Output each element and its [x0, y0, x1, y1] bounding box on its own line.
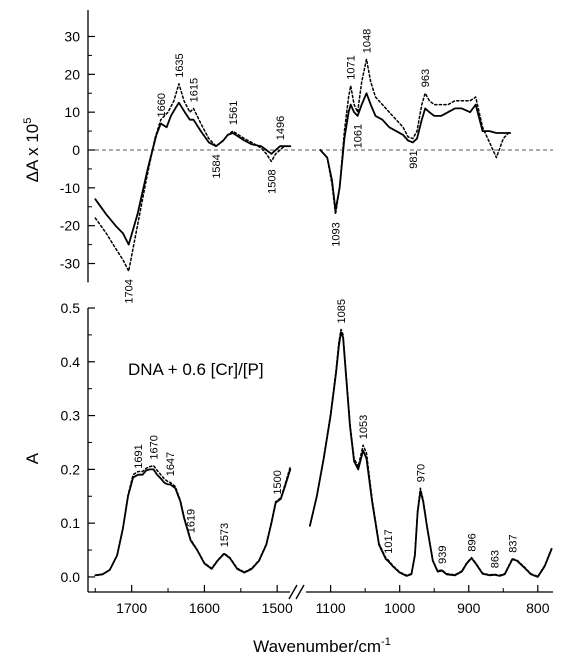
x-tick-label: 1600 [189, 600, 220, 616]
bottom-y-tick-label: 0.5 [61, 300, 81, 316]
series-dotted-line-segment-1 [319, 58, 511, 216]
series-solid-line-segment-1 [319, 92, 512, 212]
peak-label: 1704 [124, 279, 136, 303]
top-y-tick-label: 10 [64, 104, 80, 120]
peak-label: 1670 [149, 435, 161, 459]
peak-label: 1093 [331, 222, 343, 246]
bottom-y-tick-label: 0.0 [61, 569, 81, 585]
x-axis-title-text: Wavenumber/cm [253, 637, 381, 656]
peak-label: 1053 [358, 415, 370, 439]
peak-label: 1496 [275, 116, 287, 140]
peak-label: 1085 [336, 299, 348, 323]
bottom-y-tick-label: 0.1 [61, 515, 81, 531]
peak-label: 963 [420, 69, 432, 87]
series-dotted-line-segment-0 [94, 83, 292, 272]
top-y-axis-title-exponent: 5 [22, 118, 34, 124]
x-tick-label: 1500 [262, 600, 293, 616]
x-tick-label: 900 [457, 600, 481, 616]
peak-label: 1619 [186, 509, 198, 533]
absorbance-spectrum-panel: 1691 1670 1647 1619 1573 1500 1085 1053 1017 970 9… [94, 299, 553, 578]
peak-label: 896 [467, 533, 479, 551]
axis-break-mark [295, 584, 305, 600]
x-tick-label: 800 [526, 600, 550, 616]
peak-label: 970 [415, 464, 427, 482]
peak-label: 1584 [211, 154, 223, 178]
axes-frame: -30 -20 -10 0 10 20 30 ΔA x 105 0.0 0.1 0.2 0.3 0.4 0… [22, 10, 553, 656]
series-solid-line-segment-0 [94, 101, 292, 246]
peak-label: 1573 [219, 523, 231, 547]
peak-label: 1635 [174, 53, 186, 77]
x-axis-title-exponent: -1 [381, 636, 391, 648]
bottom-y-tick-label: 0.3 [61, 408, 81, 424]
top-y-tick-label: 0 [72, 142, 80, 158]
peak-label: 1615 [189, 78, 201, 102]
x-axis-title: Wavenumber/cm-1 [253, 636, 391, 656]
bottom-y-axis-title: A [23, 452, 42, 464]
top-y-tick-label: -30 [60, 256, 80, 272]
bottom-y-tick-label: 0.4 [61, 354, 81, 370]
peak-label: 1061 [353, 124, 365, 148]
peak-label: 939 [437, 546, 449, 564]
peak-label: 1660 [156, 93, 168, 117]
x-tick-label: 1700 [116, 600, 147, 616]
peak-label: 1647 [165, 452, 177, 476]
axis-break-mark [288, 584, 298, 600]
peak-label: 1691 [133, 444, 145, 468]
bottom-y-tick-label: 0.2 [61, 461, 81, 477]
series-dotted-line-segment-0 [94, 464, 292, 577]
x-tick-label: 1100 [316, 600, 346, 616]
x-tick-label: 1000 [384, 600, 415, 616]
peak-label: 981 [408, 150, 420, 168]
top-y-tick-label: -10 [60, 180, 80, 196]
peak-label: 1017 [383, 529, 395, 553]
peak-label: 1048 [362, 29, 374, 53]
peak-label: 837 [507, 534, 519, 552]
series-dotted-line-segment-1 [309, 328, 553, 578]
sample-annotation: DNA + 0.6 [Cr]/[P] [128, 360, 264, 379]
top-y-axis-title: ΔA x 105 [22, 118, 42, 183]
peak-label: 1500 [272, 470, 284, 494]
top-y-tick-label: 20 [64, 66, 80, 82]
top-y-axis-title-text: ΔA x 10 [23, 124, 42, 183]
peak-label: 1071 [346, 55, 358, 79]
peak-label: 1561 [228, 101, 240, 125]
top-y-tick-label: -20 [60, 218, 80, 234]
peak-label: 863 [489, 550, 501, 568]
peak-label: 1508 [266, 169, 278, 193]
top-y-tick-label: 30 [64, 28, 80, 44]
